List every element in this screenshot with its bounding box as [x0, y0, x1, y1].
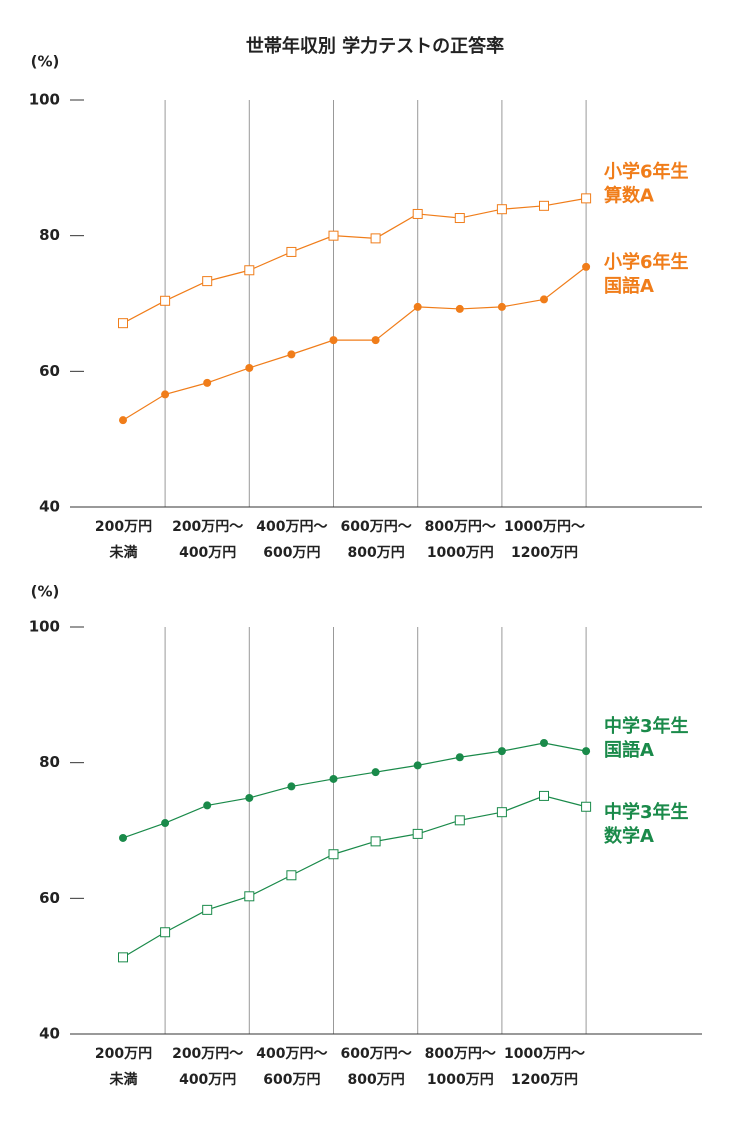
marker — [329, 774, 338, 783]
y-axis-label: (%) — [31, 583, 60, 601]
marker — [161, 819, 170, 828]
marker — [497, 747, 506, 756]
marker — [539, 200, 549, 211]
marker — [497, 302, 506, 311]
marker — [245, 793, 254, 802]
x-tick-label: 800万円～ 1000万円 — [425, 1046, 496, 1088]
marker — [160, 295, 171, 306]
x-tick-label: 400万円～ 600万円 — [256, 1046, 327, 1088]
marker — [454, 213, 465, 224]
marker — [454, 815, 465, 826]
marker — [581, 801, 592, 812]
y-tick-label: 80 — [39, 226, 60, 244]
x-tick-label: 400万円～ 600万円 — [256, 519, 327, 561]
y-tick-label: 60 — [39, 362, 60, 380]
marker — [161, 390, 170, 399]
marker — [370, 836, 381, 847]
y-tick-label: 80 — [39, 753, 60, 771]
x-tick-label: 200万円未満 — [95, 1046, 152, 1088]
marker — [455, 304, 464, 313]
marker — [245, 363, 254, 372]
marker — [202, 904, 213, 915]
marker — [581, 193, 592, 204]
marker — [413, 761, 422, 770]
marker — [203, 378, 212, 387]
series-line — [122, 742, 587, 839]
series-label: 中学3年生国語A — [604, 715, 689, 761]
page-title: 世帯年収別 学力テストの正答率 — [246, 35, 504, 57]
marker — [286, 870, 297, 881]
y-tick-label: 40 — [39, 498, 60, 516]
marker — [119, 416, 127, 425]
y-axis-label: (%) — [31, 53, 60, 71]
y-tick-label: 100 — [29, 91, 60, 109]
marker — [413, 302, 422, 311]
x-tick-label: 600万円～ 800万円 — [340, 1046, 411, 1088]
marker — [496, 204, 507, 215]
marker — [328, 849, 339, 860]
marker — [539, 790, 549, 801]
marker — [540, 738, 548, 747]
marker — [455, 753, 464, 762]
marker — [412, 208, 423, 219]
y-tick-label: 60 — [39, 889, 60, 907]
marker — [328, 230, 339, 241]
marker — [244, 265, 255, 276]
marker — [287, 782, 296, 791]
x-tick-label: 1000万円～ 1200万円 — [504, 1046, 585, 1088]
x-tick-label: 600万円～ 800万円 — [340, 519, 411, 561]
x-tick-label: 200万円～ 400万円 — [172, 1046, 243, 1088]
marker — [118, 318, 128, 329]
y-tick-label: 40 — [39, 1025, 60, 1043]
marker — [582, 262, 591, 271]
marker — [244, 891, 255, 902]
marker — [160, 927, 171, 938]
marker — [371, 768, 380, 777]
series-label: 小学6年生国語A — [604, 251, 689, 297]
x-tick-label: 1000万円～ 1200万円 — [504, 519, 585, 561]
marker — [496, 807, 507, 818]
marker — [329, 336, 338, 345]
marker — [412, 828, 423, 839]
series-line — [122, 266, 587, 421]
marker — [203, 801, 212, 810]
marker — [118, 952, 128, 963]
marker — [286, 246, 297, 257]
x-tick-label: 800万円～ 1000万円 — [425, 519, 496, 561]
x-tick-label: 200万円～ 400万円 — [172, 519, 243, 561]
marker — [119, 833, 127, 842]
marker — [371, 336, 380, 345]
series-line — [122, 795, 587, 958]
series-line — [122, 197, 587, 324]
series-label: 中学3年生数学A — [604, 801, 689, 847]
series-label: 小学6年生算数A — [604, 160, 689, 206]
marker — [582, 747, 591, 756]
marker — [370, 233, 381, 244]
marker — [540, 295, 548, 304]
x-tick-label: 200万円未満 — [95, 519, 152, 561]
marker — [287, 350, 296, 359]
marker — [202, 276, 213, 287]
y-tick-label: 100 — [29, 618, 60, 636]
